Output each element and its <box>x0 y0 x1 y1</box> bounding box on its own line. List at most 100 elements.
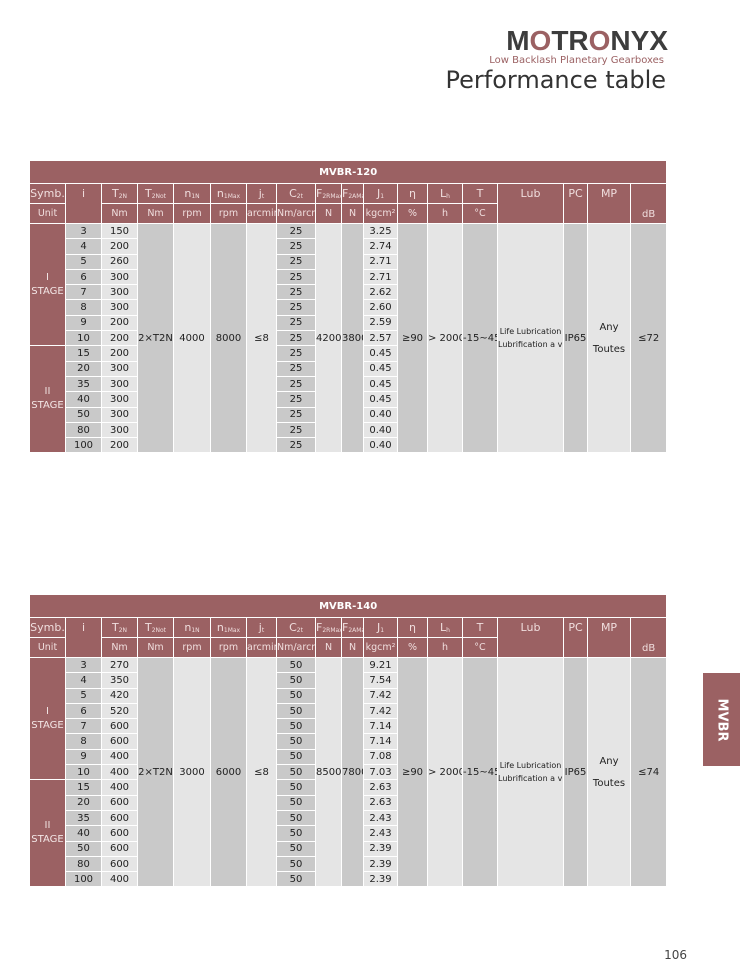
header-symbol: F2AMax <box>341 617 364 638</box>
t2n-cell: 150 <box>101 222 138 240</box>
c2t-cell: 25 <box>276 437 316 454</box>
header-unit: arcmin <box>246 637 277 658</box>
j1-cell: 2.74 <box>363 238 398 255</box>
t2n-cell: 260 <box>101 253 138 270</box>
table-row: 5 260 25 2.71 <box>30 253 667 270</box>
brand-logo: MOTRONYX <box>506 27 668 55</box>
page-title: Performance table <box>445 66 667 94</box>
table-row: II STAGE 15 200 25 0.45 <box>29 345 667 454</box>
c2t-cell: 50 <box>276 840 316 857</box>
header-symbol: jt <box>246 183 277 204</box>
c2t-cell: 25 <box>276 222 316 240</box>
header-unit: Nm <box>101 203 138 224</box>
stage-label: II STAGE <box>29 345 66 454</box>
ratio-cell: 4 <box>65 672 102 689</box>
lub-en: Life Lubrication <box>499 761 562 771</box>
j1-cell: 2.39 <box>363 840 398 857</box>
table-row: ISTAGE32702×T2N30006000≤850850078009.21≥… <box>29 656 668 888</box>
header-unit: N <box>315 203 342 224</box>
ratio-cell: 4 <box>65 238 102 255</box>
j1-cell: 2.62 <box>363 284 398 301</box>
j1-cell: 2.39 <box>363 871 398 888</box>
table-row: 20 600 50 2.63 <box>30 794 667 811</box>
c2t-cell: 25 <box>276 421 316 439</box>
t2n-cell: 600 <box>101 733 138 750</box>
ratio-cell: 80 <box>65 855 102 873</box>
header-cell: PC <box>563 183 588 224</box>
efficiency-cell: ≥90 <box>397 656 428 888</box>
t2n-cell: 300 <box>101 284 138 301</box>
header-symbol: n1N <box>173 617 211 638</box>
j1-cell: 2.71 <box>363 268 398 286</box>
mp-en: Any <box>599 321 619 333</box>
header-symbol: J1 <box>363 183 398 204</box>
j1-cell: 9.21 <box>363 656 398 674</box>
table-title-row: MVBR-120 <box>28 160 668 184</box>
ratio-cell: 10 <box>65 330 102 347</box>
t2n-cell: 200 <box>101 345 138 362</box>
j1-cell: 2.59 <box>363 314 398 332</box>
ratio-cell: 3 <box>65 656 102 674</box>
j1-cell: 0.40 <box>363 437 398 454</box>
table-row: II STAGE 15 400 50 2.63 <box>29 779 667 888</box>
logo-part: O <box>588 25 611 56</box>
backlash-cell: ≤8 <box>246 222 277 454</box>
ratio-cell: 35 <box>65 375 102 393</box>
c2t-cell: 50 <box>276 748 316 766</box>
header-unit: arcmin <box>246 203 277 224</box>
section-side-tab[interactable]: MVBR <box>703 673 740 766</box>
c2t-cell: 50 <box>276 687 316 704</box>
header-cell: i <box>65 183 102 224</box>
c2t-cell: 50 <box>276 656 316 674</box>
header-symbol: T2Not <box>137 617 174 638</box>
header-unit: rpm <box>210 203 247 224</box>
t2not-cell: 2×T2N <box>137 656 174 888</box>
logo-part: O <box>529 25 552 56</box>
j1-cell: 0.45 <box>363 375 398 393</box>
n1max-cell: 8000 <box>210 222 247 454</box>
header-cell: Lub <box>497 183 564 224</box>
lubrication-cell: Life Lubrication Lubrification a vie <box>497 656 564 888</box>
table-row: 6 520 50 7.42 <box>30 702 667 720</box>
table-row: 4 200 25 2.74 <box>30 238 667 255</box>
c2t-cell: 25 <box>276 406 316 423</box>
j1-cell: 0.40 <box>363 421 398 439</box>
c2t-cell: 50 <box>276 794 316 811</box>
t2n-cell: 600 <box>101 825 138 842</box>
header-unit: rpm <box>173 203 211 224</box>
c2t-cell: 50 <box>276 764 316 781</box>
header-symbol: Lh <box>427 617 463 638</box>
c2t-cell: 25 <box>276 253 316 270</box>
table-row: 35 300 25 0.45 <box>30 375 667 393</box>
j1-cell: 7.14 <box>363 718 398 735</box>
ratio-cell: 80 <box>65 421 102 439</box>
header-unit: Nm <box>101 637 138 658</box>
ratio-cell: 8 <box>65 299 102 316</box>
table-row: 100 400 50 2.39 <box>30 871 667 888</box>
t2n-cell: 600 <box>101 855 138 873</box>
n1max-cell: 6000 <box>210 656 247 888</box>
t2n-cell: 420 <box>101 687 138 704</box>
table-model-title: MVBR-140 <box>28 594 668 618</box>
c2t-cell: 25 <box>276 345 316 362</box>
header-unit: Nm/arcmin <box>276 203 316 224</box>
ratio-cell: 20 <box>65 360 102 377</box>
t2n-cell: 200 <box>101 314 138 332</box>
mounting-position-cell: Any Toutes <box>587 222 631 454</box>
header-symbol: n1N <box>173 183 211 204</box>
header-unit: h <box>427 637 463 658</box>
ratio-cell: 8 <box>65 733 102 750</box>
f2a-cell: 3800 <box>341 222 364 454</box>
table-row: 8 600 50 7.14 <box>30 733 667 750</box>
lub-en: Life Lubrication <box>499 327 562 337</box>
j1-cell: 7.03 <box>363 764 398 781</box>
lifetime-cell: > 20000 <box>427 222 463 454</box>
t2n-cell: 600 <box>101 840 138 857</box>
c2t-cell: 25 <box>276 360 316 377</box>
j1-cell: 2.63 <box>363 794 398 811</box>
header-symbol: F2RMax <box>315 183 342 204</box>
j1-cell: 2.63 <box>363 779 398 796</box>
table-row: 9 400 50 7.08 <box>30 748 667 766</box>
c2t-cell: 50 <box>276 871 316 888</box>
header-symbol: T2N <box>101 617 138 638</box>
